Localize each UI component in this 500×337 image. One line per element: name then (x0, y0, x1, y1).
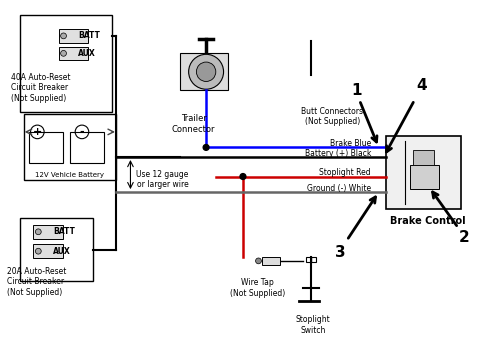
Bar (58, 29, 88, 43)
Circle shape (203, 145, 209, 150)
Bar (58, 47, 88, 60)
Text: Trailer
Connector: Trailer Connector (172, 115, 215, 134)
Text: 1: 1 (351, 83, 362, 98)
Text: BATT: BATT (53, 227, 74, 236)
Bar (70, 132, 104, 163)
Circle shape (60, 51, 66, 56)
Bar (34, 225, 62, 239)
Text: BATT: BATT (78, 31, 100, 40)
Bar (20, 14, 112, 112)
Text: Wire Tap
(Not Supplied): Wire Tap (Not Supplied) (230, 278, 285, 298)
Circle shape (36, 248, 41, 254)
Bar (262, 257, 280, 265)
Circle shape (256, 258, 262, 264)
Bar (20, 218, 92, 281)
Text: 40A Auto-Reset
Circuit Breaker
(Not Supplied): 40A Auto-Reset Circuit Breaker (Not Supp… (12, 73, 71, 102)
Text: 4: 4 (416, 78, 426, 93)
Bar (412, 150, 434, 165)
Text: Stoplight
Switch: Stoplight Switch (296, 315, 330, 335)
Text: Use 12 gauge
or larger wire: Use 12 gauge or larger wire (136, 170, 188, 189)
Bar (34, 244, 62, 258)
Circle shape (188, 54, 224, 89)
Text: AUX: AUX (53, 247, 70, 256)
Text: Ground (-) White: Ground (-) White (307, 184, 371, 193)
Text: Battery (+) Black: Battery (+) Black (304, 149, 371, 158)
Text: Stoplight Red: Stoplight Red (320, 168, 371, 177)
Text: Brake Blue: Brake Blue (330, 139, 371, 148)
Bar (24, 115, 116, 180)
Text: 12V Vehicle Battery: 12V Vehicle Battery (35, 172, 104, 178)
Bar (306, 257, 316, 262)
Text: Butt Connectors
(Not Supplied): Butt Connectors (Not Supplied) (301, 107, 363, 126)
Text: +: + (32, 127, 42, 137)
Text: AUX: AUX (78, 49, 96, 58)
Bar (180, 53, 228, 90)
Circle shape (60, 33, 66, 39)
Text: 3: 3 (334, 245, 345, 260)
Circle shape (196, 62, 216, 82)
Text: 2: 2 (458, 230, 469, 245)
Bar (386, 136, 461, 209)
Text: 20A Auto-Reset
Circuit Breaker
(Not Supplied): 20A Auto-Reset Circuit Breaker (Not Supp… (6, 267, 66, 297)
Circle shape (36, 229, 41, 235)
Text: Brake Control: Brake Control (390, 216, 466, 226)
Bar (410, 165, 439, 189)
Text: -: - (80, 127, 84, 137)
Bar (28, 132, 62, 163)
Circle shape (240, 174, 246, 179)
